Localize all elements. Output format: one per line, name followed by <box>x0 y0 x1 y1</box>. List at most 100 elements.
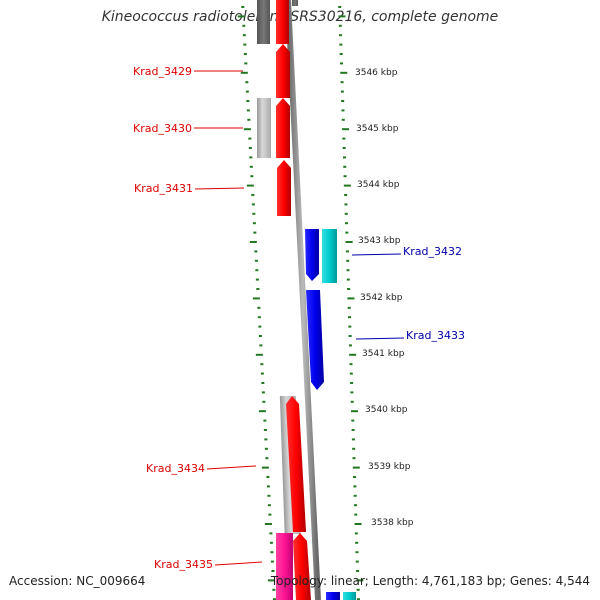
ruler-tick <box>267 494 271 497</box>
ruler-tick <box>345 250 349 253</box>
ruler-tick <box>346 259 350 262</box>
scale-tick-label: 3545 kbp <box>356 124 399 134</box>
scale-tick-label: 3542 kbp <box>360 293 403 303</box>
ruler-tick <box>352 457 356 460</box>
gene-block <box>257 98 271 158</box>
ruler-tick <box>246 100 250 102</box>
ruler-tick <box>352 447 356 450</box>
ruler-tick <box>356 579 364 582</box>
ruler-tick <box>347 306 351 309</box>
ruler-tick <box>249 156 253 159</box>
ruler-tick <box>271 570 275 572</box>
ruler-tick <box>242 24 246 27</box>
scale-tick-label: 3539 kbp <box>368 462 411 472</box>
gene-arrow <box>293 533 311 600</box>
ruler-tick <box>243 53 247 55</box>
ruler-tick <box>256 288 260 290</box>
gene-label[interactable]: Krad_3435 <box>154 558 213 571</box>
ruler-tick <box>353 494 357 497</box>
gene-arrow <box>276 0 289 44</box>
ruler-tick <box>354 523 362 525</box>
gene-arrow <box>277 160 291 216</box>
ruler-tick <box>351 438 355 441</box>
gene-leader-line <box>194 187 245 190</box>
ruler-tick <box>262 400 266 403</box>
ruler-tick <box>267 504 271 507</box>
ruler-tick <box>352 466 360 469</box>
ruler-tick <box>258 410 266 413</box>
ruler-tick <box>338 6 342 8</box>
ruler-tick <box>346 278 350 281</box>
ruler-tick <box>264 523 272 525</box>
gene-label[interactable]: Krad_3434 <box>146 462 205 475</box>
ruler-tick <box>346 269 350 272</box>
ruler-tick <box>355 560 359 563</box>
ruler-tick <box>350 382 354 384</box>
ruler-tick <box>345 231 349 234</box>
topology-text: Topology: linear; Length: 4,761,183 bp; … <box>270 574 590 588</box>
gene-arrow <box>276 44 290 98</box>
ruler-tick <box>339 34 343 37</box>
ruler-tick <box>270 560 274 563</box>
ruler-tick <box>340 71 348 74</box>
ruler-tick <box>252 297 260 300</box>
ruler-tick <box>266 485 270 488</box>
ruler-tick <box>353 476 357 478</box>
ruler-tick <box>253 231 257 234</box>
gene-leader-line <box>351 253 402 256</box>
ruler-tick <box>259 344 263 347</box>
accession-text: Accession: NC_009664 <box>9 574 146 588</box>
gene-label[interactable]: Krad_3431 <box>134 182 193 195</box>
ruler-tick <box>251 203 255 206</box>
gene-label[interactable]: Krad_3430 <box>133 122 192 135</box>
gene-leader-line <box>206 465 257 470</box>
ruler-tick <box>240 71 248 74</box>
genome-backbone <box>285 0 321 600</box>
ruler-tick <box>269 541 273 544</box>
scale-tick-label: 3538 kbp <box>371 518 414 528</box>
ruler-tick <box>343 175 347 178</box>
ruler-tick <box>351 419 355 422</box>
gene-label[interactable]: Krad_3432 <box>403 245 462 258</box>
ruler-tick <box>266 476 270 478</box>
gene-label[interactable]: Krad_3433 <box>406 329 465 342</box>
ruler-tick <box>351 429 355 431</box>
scale-labels: 3546 kbp 3545 kbp 3544 kbp 3543 kbp 3542… <box>355 68 414 528</box>
ruler-tick <box>341 100 345 102</box>
ruler-tick <box>349 363 353 366</box>
ruler-tick <box>249 241 257 243</box>
ruler-tick <box>261 382 265 384</box>
ruler-tick <box>348 335 352 337</box>
ruler-tick <box>242 34 246 37</box>
ruler-tick <box>354 513 358 516</box>
ruler-tick <box>263 429 267 431</box>
ruler-tick <box>340 81 344 84</box>
ruler-tick <box>340 90 344 93</box>
ruler-tick <box>350 391 354 394</box>
gene-label[interactable]: Krad_3429 <box>133 65 192 78</box>
ruler-tick <box>247 118 251 121</box>
ruler-tick <box>264 447 268 450</box>
ruler-tick <box>246 184 254 187</box>
ruler-tick <box>245 90 249 93</box>
ruler-tick <box>345 241 353 243</box>
ruler-tick <box>347 297 355 300</box>
ruler-tick <box>339 43 343 46</box>
ruler-tick <box>356 598 360 600</box>
ruler-tick <box>264 438 268 441</box>
gene-leader-line <box>355 337 405 340</box>
ruler-tick <box>254 259 258 262</box>
ruler-tick <box>344 194 348 196</box>
scale-tick-label: 3541 kbp <box>362 349 405 359</box>
ruler-tick <box>344 212 348 215</box>
ruler-tick <box>342 156 346 159</box>
gene-arrow <box>286 396 306 532</box>
ruler-tick <box>342 147 346 149</box>
ruler-lines <box>237 6 364 600</box>
gene-block <box>343 592 356 600</box>
ruler-tick <box>353 485 357 488</box>
ruler-tick <box>344 203 348 206</box>
gene-arrow <box>305 229 319 281</box>
ruler-tick <box>339 53 343 55</box>
